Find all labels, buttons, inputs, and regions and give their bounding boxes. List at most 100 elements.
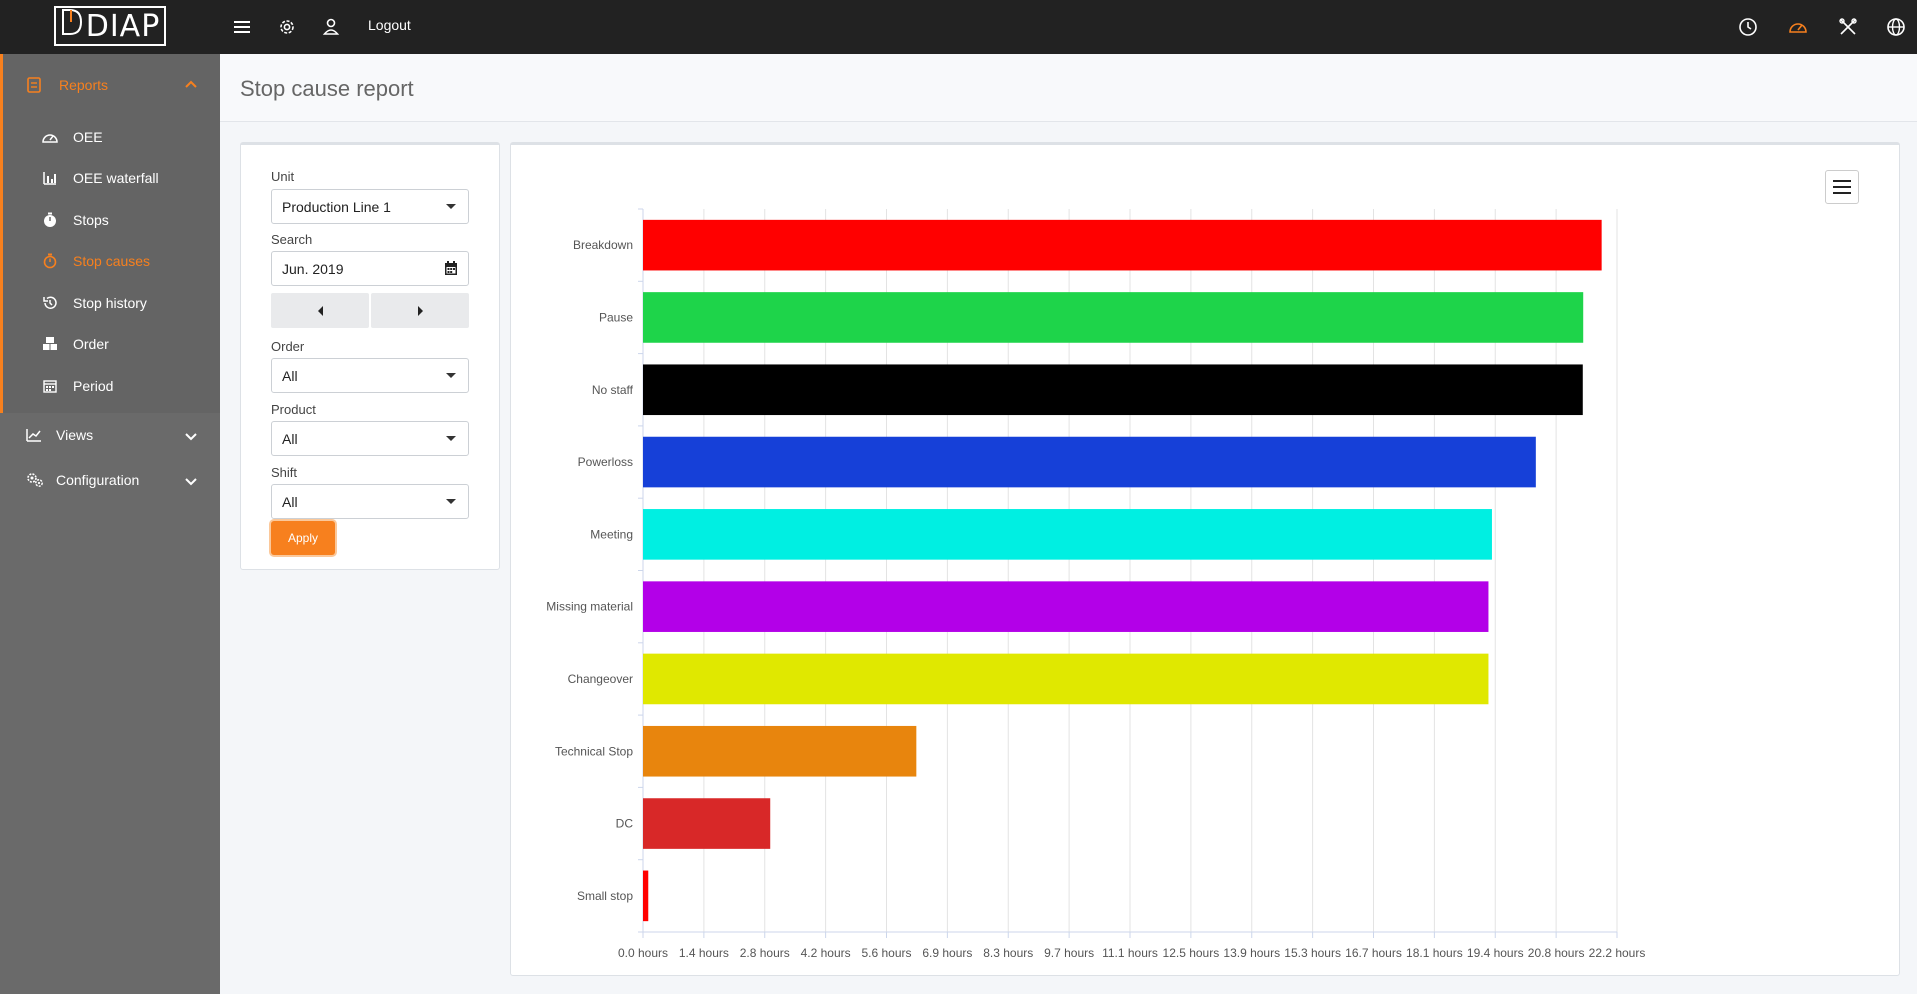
- chevron-up-icon[interactable]: [184, 76, 198, 92]
- sidebar-item-reports[interactable]: Reports: [3, 54, 220, 116]
- bar-missing-material[interactable]: [643, 581, 1489, 632]
- bar-pause[interactable]: [643, 292, 1584, 343]
- globe-icon[interactable]: [1883, 14, 1909, 40]
- logout-link[interactable]: Logout: [368, 17, 411, 33]
- bar-small-stop[interactable]: [643, 870, 649, 922]
- filter-panel: Unit Production Line 1 Search Jun. 2019 …: [240, 142, 500, 570]
- search-date-input[interactable]: Jun. 2019: [271, 251, 469, 286]
- sidebar-item-stop-history[interactable]: Stop history: [3, 282, 220, 324]
- x-tick-label: 11.1 hours: [1102, 946, 1158, 960]
- user-icon[interactable]: [318, 14, 344, 40]
- sidebar-item-configuration-label: Configuration: [56, 472, 140, 488]
- shift-select-value: All: [282, 493, 298, 510]
- caret-down-icon: [446, 436, 456, 441]
- hamburger-line: [1833, 186, 1851, 188]
- clock-icon[interactable]: [1735, 14, 1761, 40]
- category-label: Missing material: [546, 600, 633, 614]
- chevron-down-icon[interactable]: [184, 429, 198, 445]
- x-tick-label: 16.7 hours: [1345, 946, 1402, 960]
- page-title: Stop cause report: [240, 76, 414, 101]
- top-bar: DIAP Logout: [0, 0, 1917, 54]
- sidebar-item-oee[interactable]: OEE: [3, 116, 220, 158]
- x-tick-label: 5.6 hours: [861, 946, 911, 960]
- gear-icon[interactable]: [274, 14, 300, 40]
- order-select[interactable]: All: [271, 358, 469, 393]
- hamburger-line: [1833, 180, 1851, 182]
- x-tick-label: 0.0 hours: [618, 946, 668, 960]
- hamburger-line: [1833, 192, 1851, 194]
- sidebar-item-period[interactable]: Period: [3, 365, 220, 407]
- line-chart-icon: [26, 428, 44, 442]
- x-tick-label: 20.8 hours: [1528, 946, 1585, 960]
- sidebar-item-order[interactable]: Order: [3, 324, 220, 366]
- order-select-value: All: [282, 367, 298, 384]
- category-label: Changeover: [568, 672, 633, 686]
- category-label: Meeting: [590, 527, 633, 541]
- sidebar-item-label: OEE: [73, 128, 103, 145]
- sidebar-item-views[interactable]: Views: [0, 413, 220, 458]
- bar-meeting[interactable]: [643, 509, 1492, 560]
- sidebar-item-label: Stop history: [73, 294, 147, 311]
- tools-icon[interactable]: [1835, 14, 1861, 40]
- speedometer-icon[interactable]: [1785, 14, 1811, 40]
- x-tick-label: 6.9 hours: [922, 946, 972, 960]
- unit-select[interactable]: Production Line 1: [271, 189, 469, 224]
- category-label: No staff: [592, 383, 634, 397]
- calendar-icon[interactable]: [444, 261, 458, 279]
- bar-no-staff[interactable]: [643, 364, 1583, 416]
- reports-group: Reports OEE OEE waterfall Stops Stop cau…: [0, 54, 220, 413]
- bar-chart-icon: [41, 169, 59, 187]
- x-tick-label: 22.2 hours: [1589, 946, 1646, 960]
- menu-icon[interactable]: [229, 14, 255, 40]
- sidebar-item-stop-causes[interactable]: Stop causes: [3, 241, 220, 283]
- x-tick-label: 9.7 hours: [1044, 946, 1094, 960]
- category-label: Powerloss: [578, 455, 633, 469]
- boxes-icon: [41, 335, 59, 353]
- chart-menu-button[interactable]: [1825, 170, 1859, 204]
- sidebar-item-stops[interactable]: Stops: [3, 199, 220, 241]
- apply-button[interactable]: Apply: [271, 521, 335, 555]
- shift-select[interactable]: All: [271, 484, 469, 519]
- x-tick-label: 19.4 hours: [1467, 946, 1524, 960]
- sidebar-item-configuration[interactable]: Configuration: [0, 458, 220, 503]
- order-label: Order: [271, 339, 305, 354]
- category-label: Pause: [599, 310, 633, 324]
- sidebar-item-label: Stop causes: [73, 253, 151, 270]
- diap-logo[interactable]: DIAP: [54, 6, 166, 46]
- stopwatch-icon: [41, 252, 59, 270]
- caret-down-icon: [446, 204, 456, 209]
- previous-period-button[interactable]: [271, 293, 369, 328]
- sidebar-item-reports-label: Reports: [59, 77, 109, 93]
- x-tick-label: 15.3 hours: [1284, 946, 1341, 960]
- sidebar-item-label: Stops: [73, 211, 109, 228]
- bar-changeover[interactable]: [643, 653, 1489, 705]
- x-tick-label: 4.2 hours: [801, 946, 851, 960]
- caret-down-icon: [446, 373, 456, 378]
- gears-icon: [26, 472, 44, 488]
- bar-dc[interactable]: [643, 798, 771, 849]
- chevron-down-icon[interactable]: [184, 474, 198, 490]
- sidebar-item-views-label: Views: [56, 427, 94, 443]
- shift-label: Shift: [271, 465, 298, 480]
- gauge-icon: [41, 128, 59, 146]
- category-label: Technical Stop: [555, 744, 633, 758]
- page-header: Stop cause report: [220, 54, 1917, 122]
- product-select[interactable]: All: [271, 421, 469, 456]
- x-tick-label: 1.4 hours: [679, 946, 729, 960]
- sidebar-item-label: OEE waterfall: [73, 170, 159, 187]
- product-label: Product: [271, 402, 316, 417]
- logo-mark: [60, 6, 84, 46]
- bar-powerloss[interactable]: [643, 436, 1536, 488]
- bar-technical-stop[interactable]: [643, 725, 917, 777]
- sidebar-item-oee-waterfall[interactable]: OEE waterfall: [3, 158, 220, 200]
- category-label: Breakdown: [573, 238, 633, 252]
- search-date-value: Jun. 2019: [282, 260, 344, 277]
- next-period-button[interactable]: [371, 293, 469, 328]
- caret-down-icon: [446, 499, 456, 504]
- x-tick-label: 12.5 hours: [1163, 946, 1220, 960]
- unit-label: Unit: [271, 169, 295, 184]
- sidebar: Reports OEE OEE waterfall Stops Stop cau…: [0, 54, 220, 994]
- caret-left-icon: [317, 305, 323, 316]
- bar-breakdown[interactable]: [643, 219, 1602, 271]
- sidebar-item-label: Order: [73, 336, 109, 353]
